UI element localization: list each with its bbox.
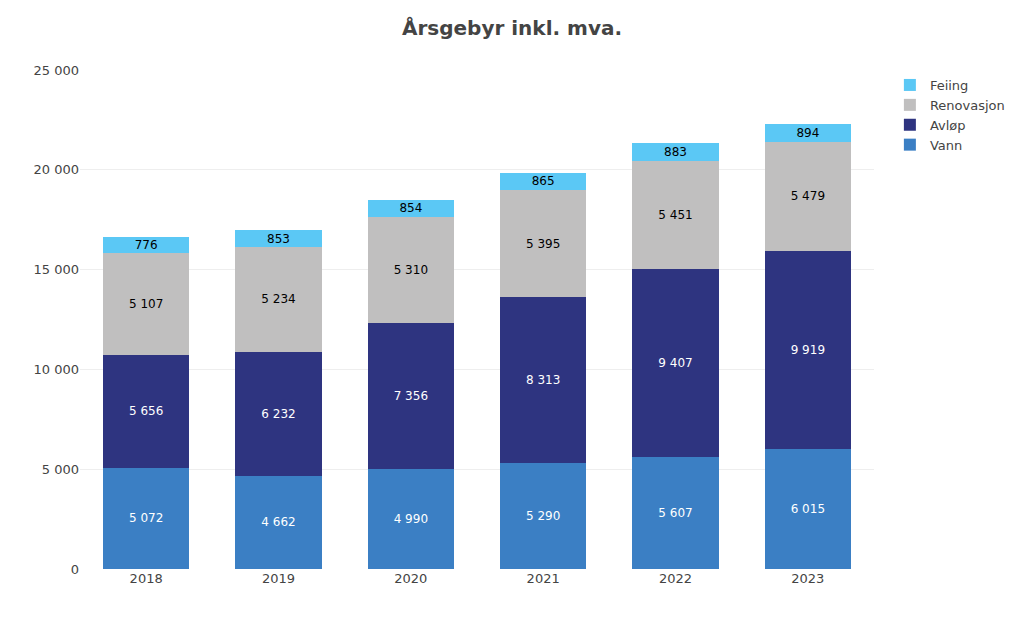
svg-text:10 000: 10 000	[34, 362, 80, 377]
svg-text:5 107: 5 107	[129, 297, 163, 311]
svg-text:5 310: 5 310	[394, 263, 428, 277]
svg-text:5 656: 5 656	[129, 404, 163, 418]
svg-text:5 479: 5 479	[791, 189, 825, 203]
svg-text:5 395: 5 395	[526, 237, 560, 251]
svg-text:5 072: 5 072	[129, 511, 163, 525]
svg-text:7 356: 7 356	[394, 389, 428, 403]
svg-text:5 451: 5 451	[658, 208, 692, 222]
svg-text:883: 883	[664, 145, 687, 159]
svg-text:776: 776	[135, 238, 158, 252]
svg-text:2021: 2021	[527, 571, 560, 586]
svg-text:854: 854	[399, 201, 422, 215]
svg-text:5 290: 5 290	[526, 509, 560, 523]
svg-text:5 234: 5 234	[261, 292, 295, 306]
svg-text:0: 0	[71, 562, 79, 577]
svg-text:2020: 2020	[394, 571, 427, 586]
svg-text:865: 865	[532, 174, 555, 188]
svg-text:9 407: 9 407	[658, 356, 692, 370]
svg-text:2018: 2018	[130, 571, 163, 586]
svg-text:15 000: 15 000	[34, 262, 80, 277]
svg-text:Feiing: Feiing	[930, 78, 968, 93]
svg-text:894: 894	[796, 126, 819, 140]
svg-text:25 000: 25 000	[34, 63, 80, 78]
svg-text:5 000: 5 000	[42, 462, 79, 477]
svg-text:Avløp: Avløp	[930, 118, 966, 133]
svg-text:6 232: 6 232	[261, 407, 295, 421]
svg-text:4 662: 4 662	[261, 515, 295, 529]
svg-text:2022: 2022	[659, 571, 692, 586]
svg-text:6 015: 6 015	[791, 502, 825, 516]
svg-text:2019: 2019	[262, 571, 295, 586]
svg-text:Renovasjon: Renovasjon	[930, 98, 1005, 113]
svg-text:8 313: 8 313	[526, 373, 560, 387]
svg-text:4 990: 4 990	[394, 512, 428, 526]
svg-text:5 607: 5 607	[658, 506, 692, 520]
svg-text:Årsgebyr inkl. mva.: Årsgebyr inkl. mva.	[402, 16, 622, 40]
svg-text:853: 853	[267, 232, 290, 246]
svg-text:2023: 2023	[791, 571, 824, 586]
svg-text:9 919: 9 919	[791, 343, 825, 357]
svg-text:20 000: 20 000	[34, 162, 80, 177]
svg-text:Vann: Vann	[930, 138, 962, 153]
